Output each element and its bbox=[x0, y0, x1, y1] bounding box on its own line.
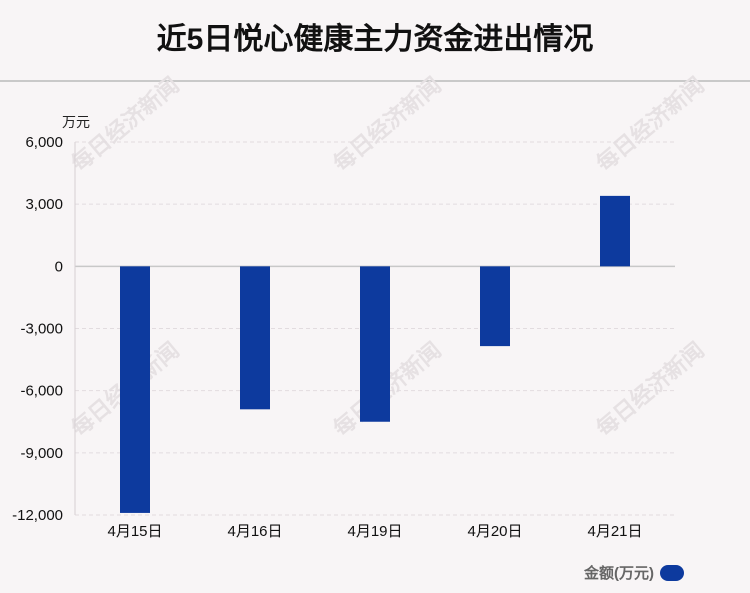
x-tick-label: 4月19日 bbox=[347, 523, 402, 540]
legend-label: 金额(万元) bbox=[584, 565, 654, 582]
bars bbox=[120, 195, 630, 513]
y-axis-unit: 万元 bbox=[62, 114, 90, 130]
legend-swatch bbox=[660, 564, 684, 581]
watermark-text: 每日经济新闻 bbox=[329, 72, 446, 176]
bar bbox=[480, 266, 510, 347]
bar bbox=[600, 195, 630, 267]
legend: 金额(万元) bbox=[584, 562, 684, 583]
y-axis-ticks: 6,000 3,000 0 -3,000 -6,000 -9,000 -12,000 bbox=[12, 134, 63, 524]
watermark-text: 每日经济新闻 bbox=[592, 337, 709, 441]
x-tick-label: 4月20日 bbox=[467, 523, 522, 540]
y-tick-label: -3,000 bbox=[20, 321, 63, 338]
y-tick-label: 0 bbox=[55, 258, 63, 275]
bar bbox=[120, 266, 150, 513]
watermark-text: 每日经济新闻 bbox=[67, 72, 184, 176]
watermark-text: 每日经济新闻 bbox=[592, 72, 709, 176]
chart-title: 近5日悦心健康主力资金进出情况 bbox=[156, 23, 594, 56]
title-divider bbox=[0, 80, 750, 82]
y-tick-label: 6,000 bbox=[25, 134, 63, 151]
x-axis-ticks: 4月15日 4月16日 4月19日 4月20日 4月21日 bbox=[107, 523, 642, 540]
x-tick-label: 4月21日 bbox=[587, 523, 642, 540]
bar bbox=[360, 266, 390, 422]
bar bbox=[240, 266, 270, 410]
y-tick-label: -12,000 bbox=[12, 507, 63, 524]
y-tick-label: -6,000 bbox=[20, 383, 63, 400]
x-tick-label: 4月15日 bbox=[107, 523, 162, 540]
x-tick-label: 4月16日 bbox=[227, 523, 282, 540]
y-tick-label: 3,000 bbox=[25, 196, 63, 213]
y-tick-label: -9,000 bbox=[20, 445, 63, 462]
